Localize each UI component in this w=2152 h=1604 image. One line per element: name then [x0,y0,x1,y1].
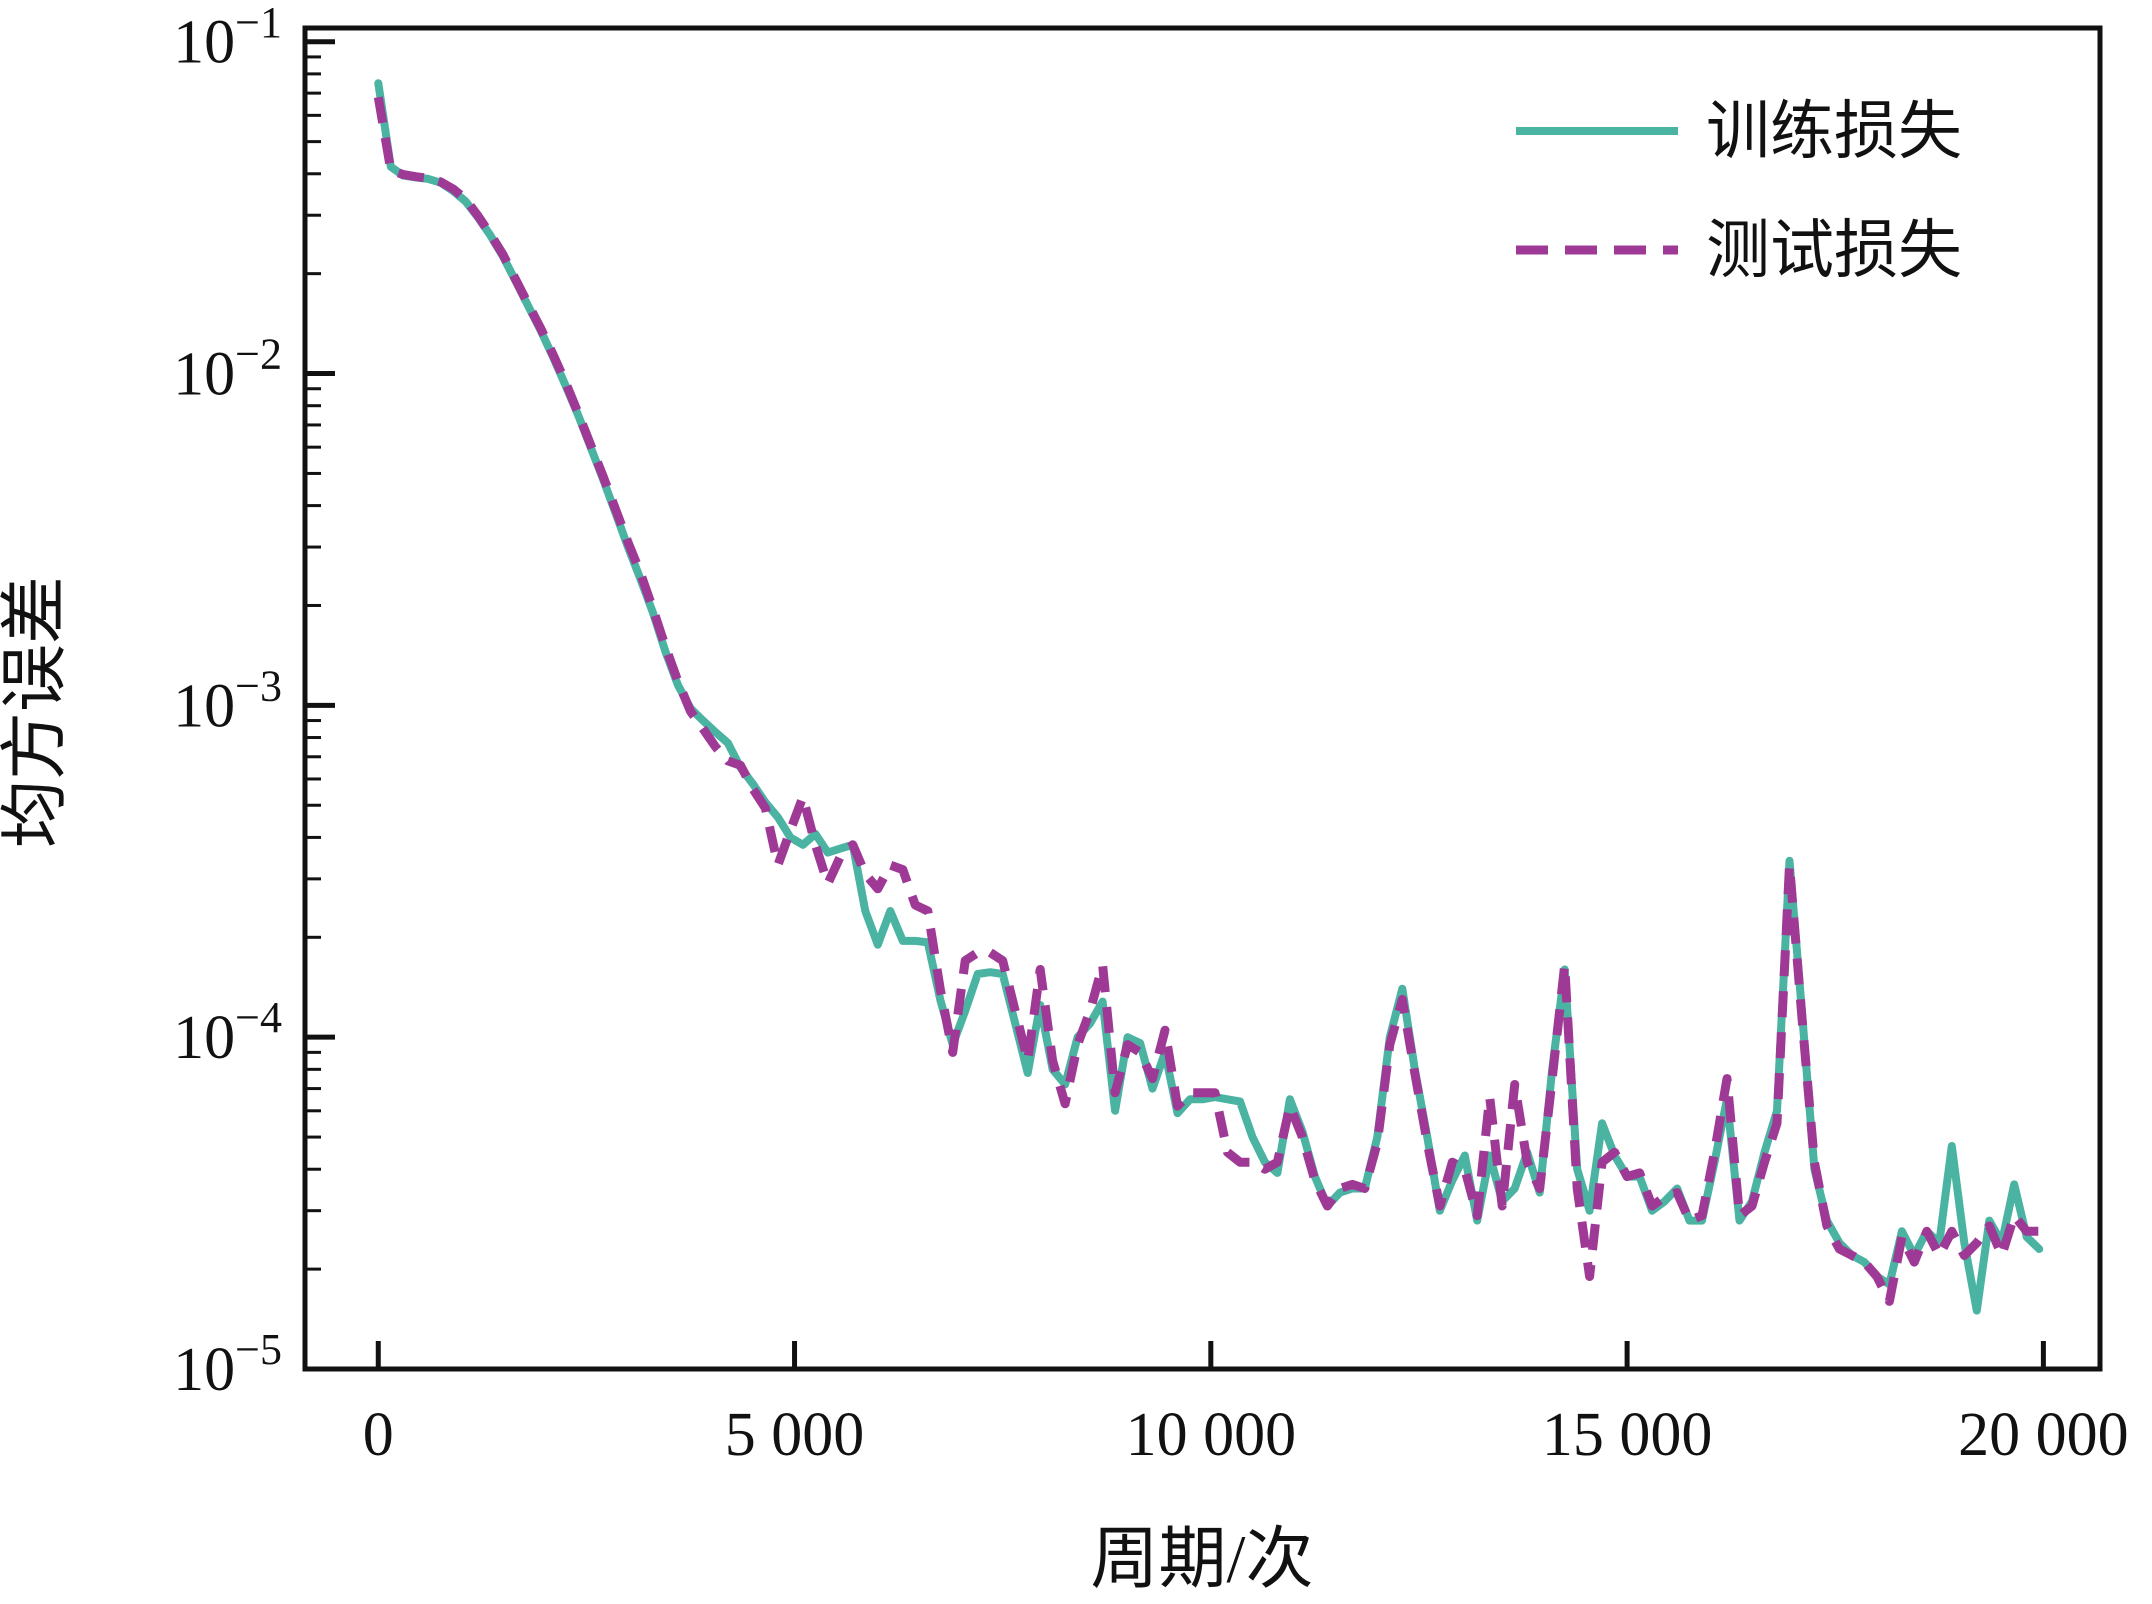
plot-border [302,25,2103,1372]
y-tick-label: 10−4 [173,993,282,1072]
test-loss-line [373,96,2040,1306]
x-tick-label: 5 000 [725,1401,865,1469]
y-axis-title: 均方误差 [0,576,73,848]
series-group [373,79,2044,1315]
x-tick-label: 0 [363,1401,394,1469]
x-tick-label: 10 000 [1126,1401,1297,1469]
axes: 0 5 000 10 000 15 000 20 000 10−1 10−2 10−3 10−4… [173,0,2128,1469]
x-tick-label: 20 000 [1958,1401,2129,1469]
y-tick-label: 10−5 [173,1325,282,1404]
y-tick-label: 10−3 [173,661,282,740]
legend-test-label: 测试损失 [1706,215,1962,286]
x-axis-title: 周期/次 [1091,1521,1314,1597]
x-tick-label: 15 000 [1542,1401,1713,1469]
y-tick-label: 10−2 [173,330,282,409]
legend-train-label: 训练损失 [1706,96,1962,167]
y-tick-label: 10−1 [173,0,282,77]
legend: 训练损失 测试损失 [1516,96,1962,286]
